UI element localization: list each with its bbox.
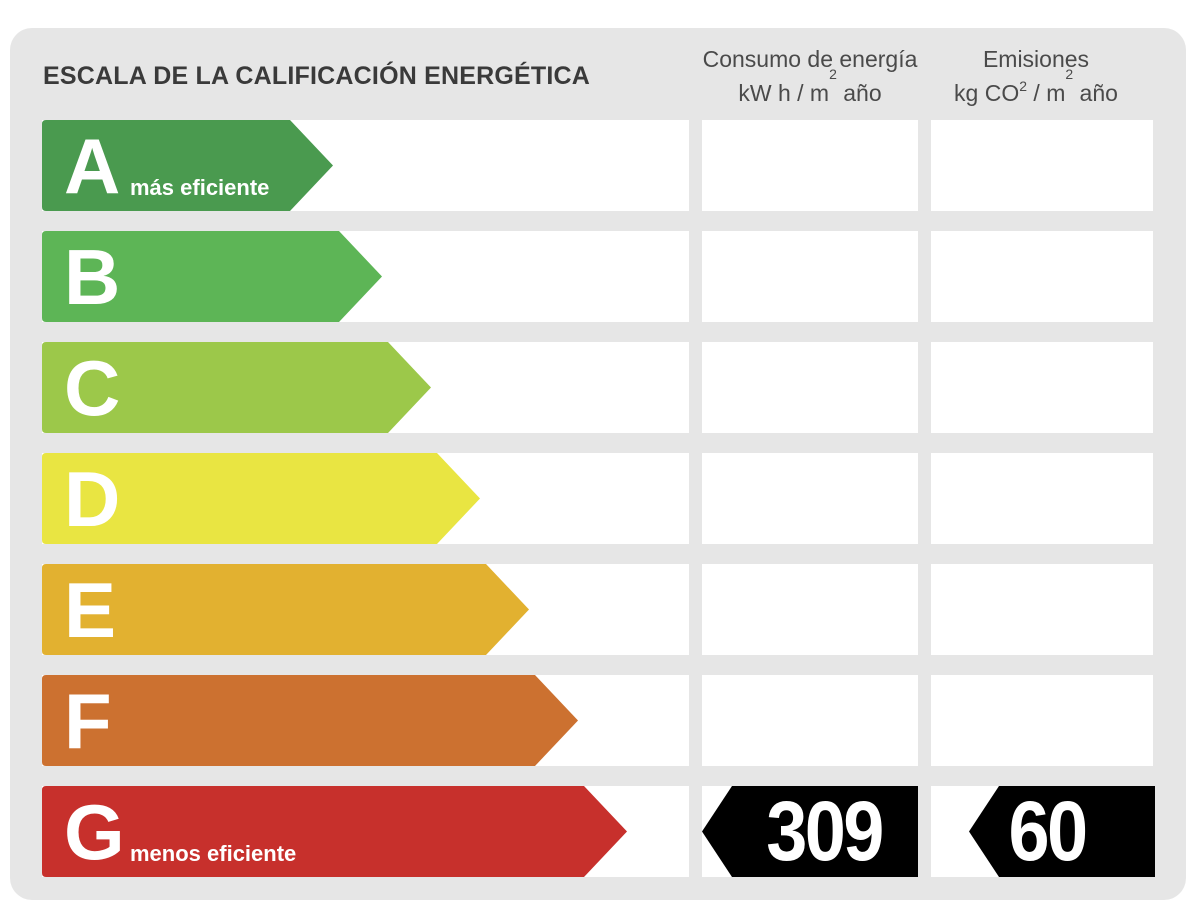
class-arrow-shape xyxy=(42,120,333,211)
energy-header-unit: kW h / m2 año xyxy=(738,66,882,106)
energy-marker-arrow xyxy=(702,786,918,877)
rating-row-e: E xyxy=(42,564,1153,655)
class-arrow-e xyxy=(42,564,529,655)
class-arrow-a xyxy=(42,120,333,211)
emissions-header-line1: Emisiones xyxy=(982,46,1090,72)
label-title: ESCALA DE LA CALIFICACIÓN ENERGÉTICA xyxy=(43,62,591,90)
energy-cell xyxy=(702,675,918,766)
rating-row-f: F xyxy=(42,675,1153,766)
energy-cell xyxy=(702,564,918,655)
class-letter: F xyxy=(64,677,112,765)
class-arrow-c xyxy=(42,342,431,433)
emissions-cell xyxy=(931,675,1153,766)
energy-cell xyxy=(702,342,918,433)
class-arrow-shape xyxy=(42,675,578,766)
energy-cell: 309 xyxy=(702,786,918,877)
class-caption: más eficiente xyxy=(130,175,270,200)
class-arrow-g xyxy=(42,786,627,877)
energy-cell xyxy=(702,453,918,544)
energy-column-header: Consumo de energía kW h / m2 año xyxy=(690,42,930,110)
class-arrow-b xyxy=(42,231,382,322)
energy-cell xyxy=(702,120,918,211)
emissions-value: 60 xyxy=(1008,784,1089,878)
class-letter: G xyxy=(64,788,125,876)
energy-cell xyxy=(702,231,918,322)
energy-value: 309 xyxy=(766,784,884,878)
emissions-cell xyxy=(931,231,1153,322)
rating-row-c: C xyxy=(42,342,1153,433)
class-letter: A xyxy=(64,122,121,210)
class-arrow-shape xyxy=(42,231,382,322)
class-letter: B xyxy=(64,233,121,321)
class-arrow-d xyxy=(42,453,480,544)
bar-cell: C xyxy=(42,342,689,433)
class-arrow-f xyxy=(42,675,578,766)
emissions-cell xyxy=(931,564,1153,655)
emissions-header-unit: kg CO2 / m2 año xyxy=(954,66,1118,106)
rating-row-b: B xyxy=(42,231,1153,322)
class-letter: D xyxy=(64,455,121,543)
emissions-cell: 60 xyxy=(931,784,1155,878)
rating-row-d: D xyxy=(42,453,1153,544)
class-arrow-shape xyxy=(42,342,431,433)
class-letter: E xyxy=(64,566,117,654)
class-arrow-shape xyxy=(42,453,480,544)
emissions-column-header: Emisiones kg CO2 / m2 año xyxy=(930,42,1142,110)
bar-cell: E xyxy=(42,564,689,655)
bar-cell: D xyxy=(42,453,689,544)
class-caption: menos eficiente xyxy=(130,841,297,866)
energy-header-line1: Consumo de energía xyxy=(702,46,918,72)
emissions-marker-arrow xyxy=(969,786,1155,877)
emissions-cell xyxy=(931,453,1153,544)
class-letter: C xyxy=(64,344,121,432)
bar-cell: B xyxy=(42,231,689,322)
emissions-cell xyxy=(931,120,1153,211)
emissions-cell xyxy=(931,342,1153,433)
class-arrow-shape xyxy=(42,786,627,877)
class-arrow-shape xyxy=(42,564,529,655)
bar-cell: F xyxy=(42,675,689,766)
